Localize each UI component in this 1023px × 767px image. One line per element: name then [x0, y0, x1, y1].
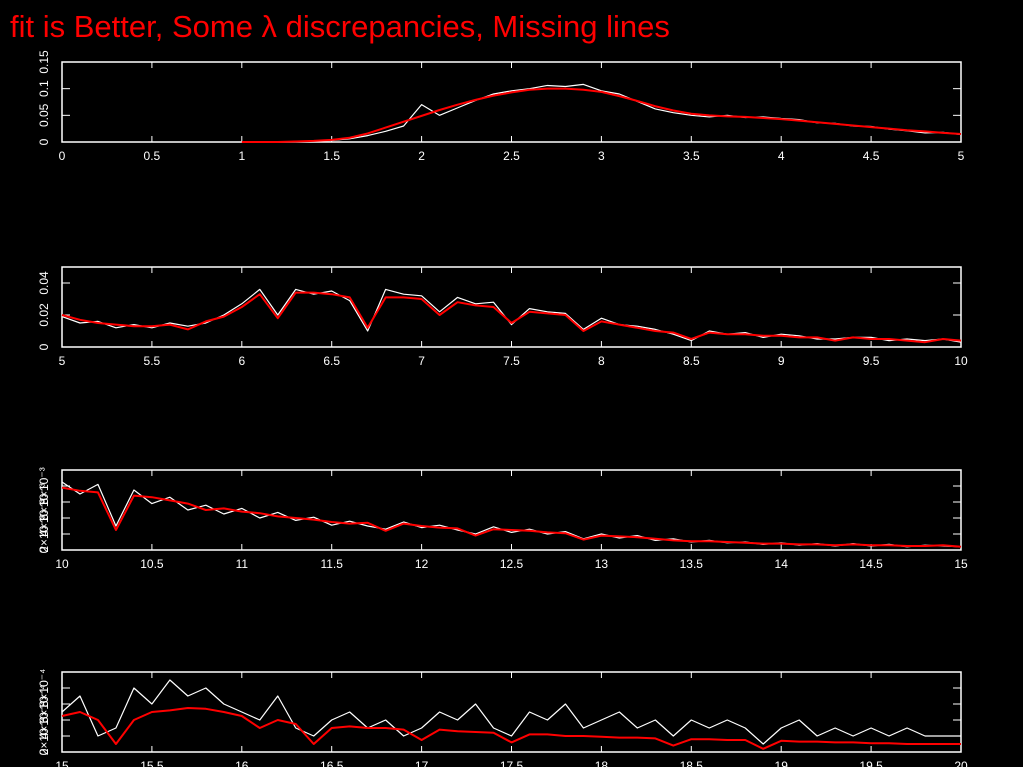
x-tick-label: 14.5 — [859, 557, 883, 571]
x-tick-label: 15.5 — [140, 759, 164, 767]
y-tick-label: 4×10⁻⁴ — [37, 701, 51, 740]
y-tick-label: 0 — [37, 138, 51, 145]
x-tick-label: 15 — [954, 557, 968, 571]
x-tick-label: 0 — [59, 149, 66, 163]
x-tick-label: 0.5 — [144, 149, 161, 163]
x-tick-label: 5.5 — [144, 354, 161, 368]
x-tick-label: 3.5 — [683, 149, 700, 163]
x-tick-label: 7 — [418, 354, 425, 368]
x-tick-label: 3 — [598, 149, 605, 163]
x-tick-label: 8.5 — [683, 354, 700, 368]
y-tick-label: 0 — [37, 343, 51, 350]
series-line — [61, 707, 961, 750]
x-tick-label: 2.5 — [503, 149, 520, 163]
x-tick-label: 10.5 — [140, 557, 164, 571]
y-tick-label: 2×10⁻⁴ — [37, 717, 51, 756]
y-tick-label: 6×10⁻⁴ — [37, 685, 51, 724]
slide-title: fit is Better, Some λ discrepancies, Mis… — [10, 9, 670, 44]
x-tick-label: 2 — [418, 149, 425, 163]
series-line — [241, 87, 962, 143]
series-line — [61, 291, 962, 344]
x-tick-label: 11.5 — [320, 557, 343, 571]
x-tick-label: 12 — [415, 557, 429, 571]
series-line — [61, 679, 961, 745]
y-tick-label: 2×10⁻³ — [37, 515, 51, 552]
x-tick-label: 19 — [775, 759, 789, 767]
x-tick-label: 10 — [954, 354, 968, 368]
y-tick-label: 0 — [37, 546, 51, 553]
y-tick-label: 8×10⁻⁴ — [37, 669, 51, 708]
x-tick-label: 1 — [238, 149, 245, 163]
y-tick-label: 0.05 — [37, 103, 51, 127]
x-tick-label: 13.5 — [680, 557, 704, 571]
x-tick-label: 8 — [598, 354, 605, 368]
y-tick-label: 4×10⁻³ — [37, 499, 51, 536]
x-tick-label: 16.5 — [320, 759, 344, 767]
y-tick-label: 0.04 — [37, 271, 51, 295]
y-tick-label: 0.15 — [37, 50, 51, 74]
x-tick-label: 19.5 — [859, 759, 883, 767]
x-tick-label: 9 — [778, 354, 785, 368]
series-line — [61, 486, 962, 548]
x-tick-label: 11 — [236, 557, 249, 571]
x-tick-label: 16 — [235, 759, 249, 767]
y-tick-label: 0 — [37, 748, 51, 755]
x-tick-label: 17 — [415, 759, 429, 767]
y-tick-label: 6×10⁻³ — [37, 483, 51, 520]
x-tick-label: 12.5 — [500, 557, 524, 571]
x-tick-label: 5 — [59, 354, 66, 368]
x-tick-label: 18.5 — [680, 759, 704, 767]
x-tick-label: 10 — [55, 557, 69, 571]
y-tick-label: 0.1 — [37, 80, 51, 97]
x-tick-label: 18 — [595, 759, 609, 767]
x-tick-label: 13 — [595, 557, 609, 571]
x-tick-label: 6 — [238, 354, 245, 368]
y-tick-label: 0.02 — [37, 303, 51, 327]
y-tick-label: 8×10⁻³ — [37, 467, 51, 504]
x-tick-label: 5 — [958, 149, 965, 163]
x-tick-label: 4 — [778, 149, 785, 163]
x-tick-label: 6.5 — [323, 354, 340, 368]
x-tick-label: 4.5 — [863, 149, 880, 163]
x-tick-label: 9.5 — [863, 354, 880, 368]
x-tick-label: 15 — [55, 759, 69, 767]
x-tick-label: 20 — [954, 759, 968, 767]
x-tick-label: 17.5 — [500, 759, 524, 767]
x-tick-label: 14 — [775, 557, 789, 571]
x-tick-label: 7.5 — [503, 354, 520, 368]
x-tick-label: 1.5 — [323, 149, 340, 163]
